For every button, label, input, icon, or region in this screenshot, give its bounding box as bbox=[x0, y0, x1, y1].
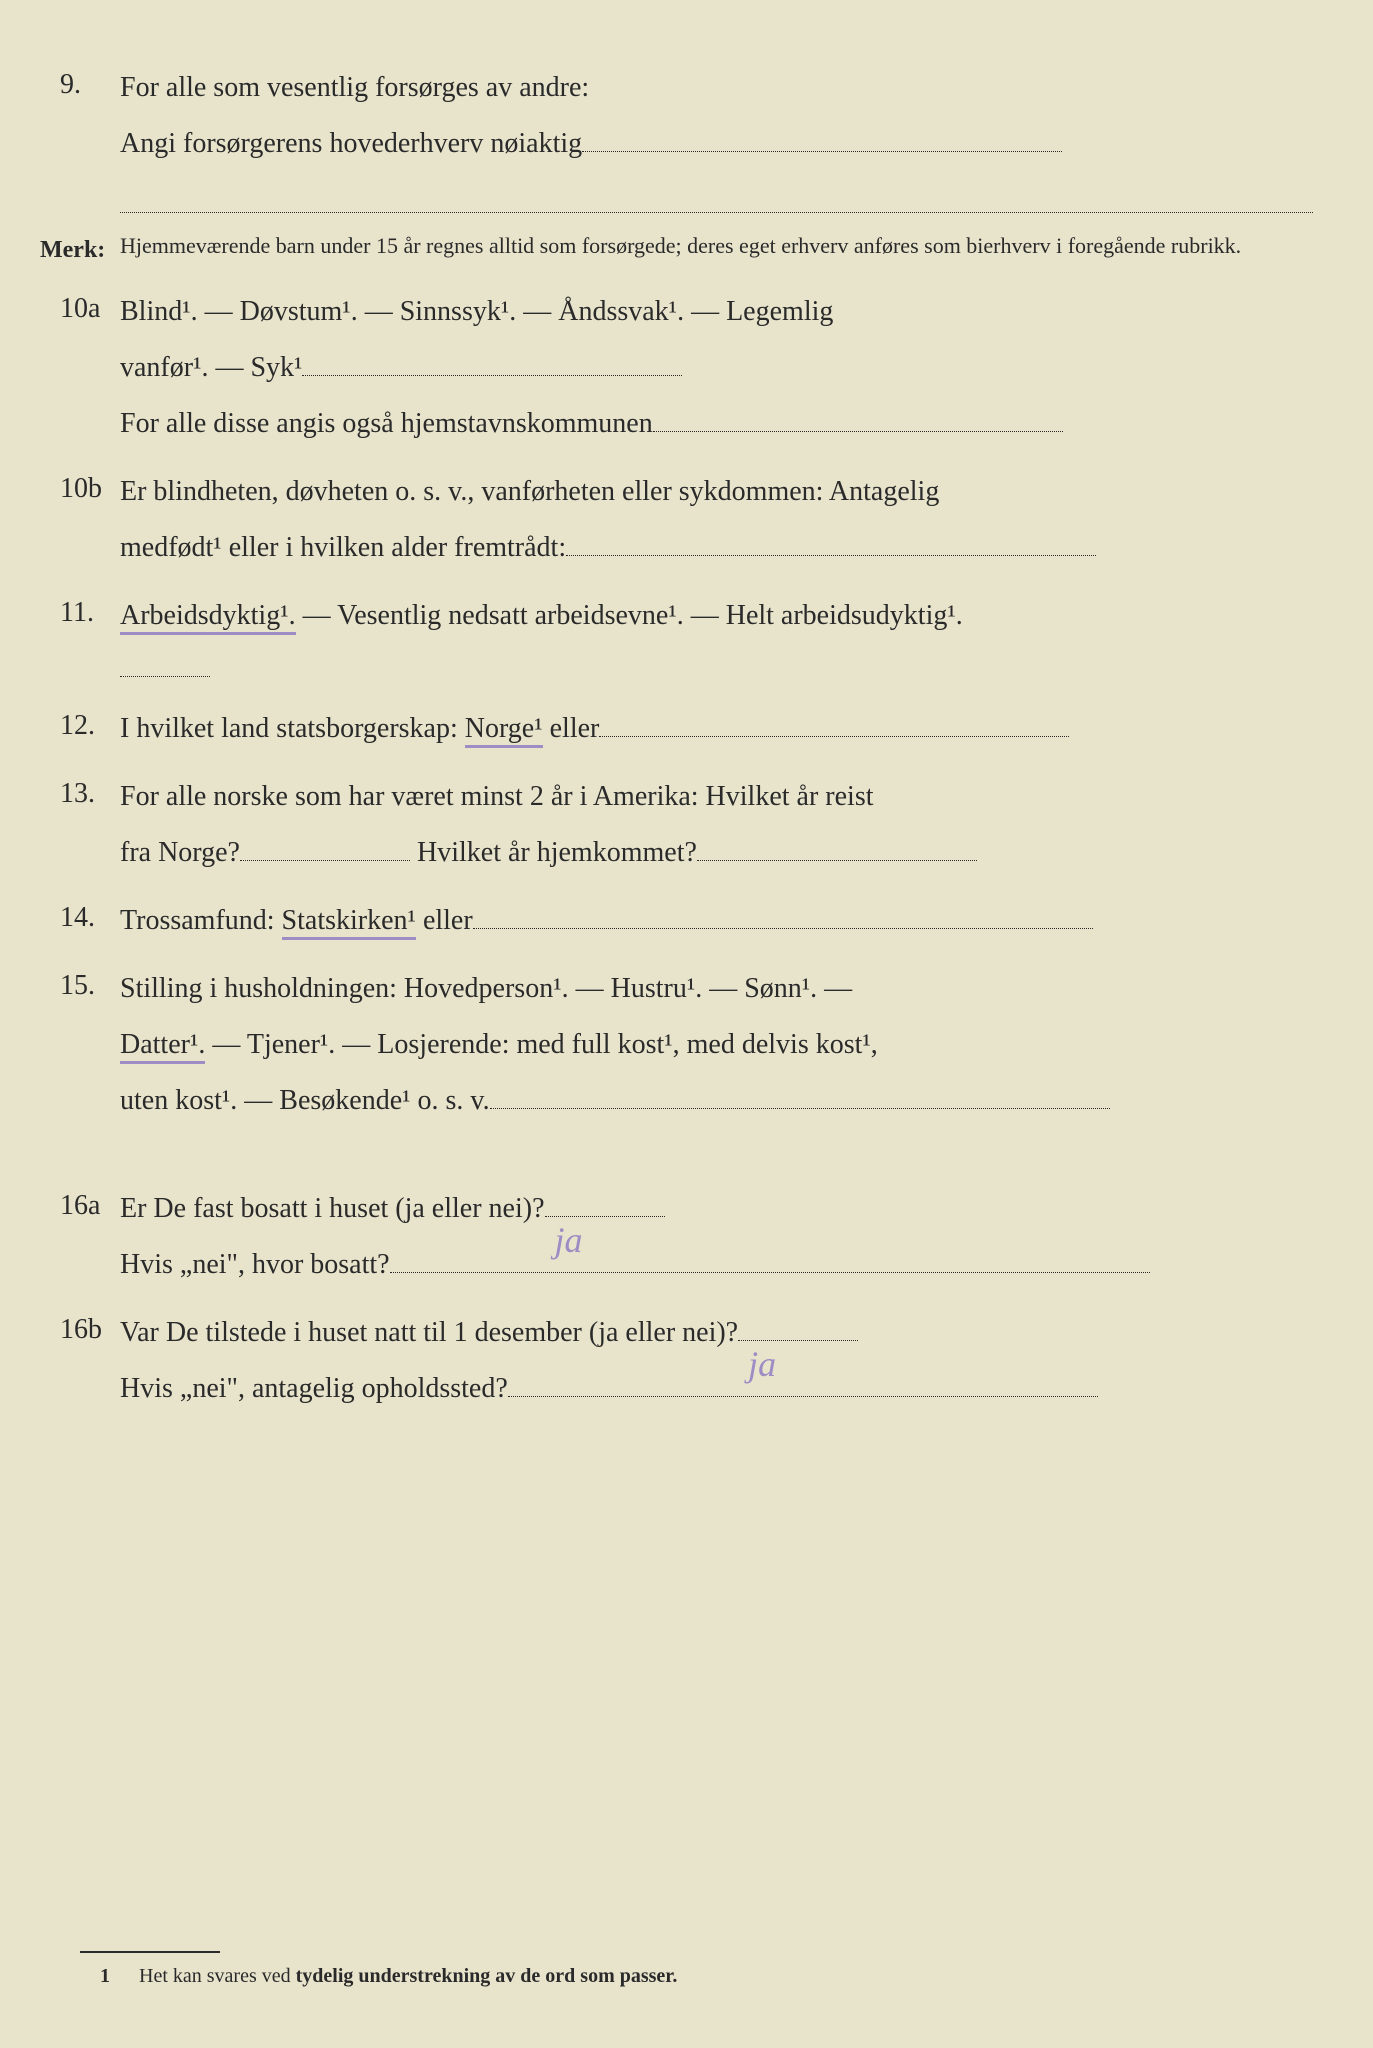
q10b-text1: Er blindheten, døvheten o. s. v., vanfør… bbox=[120, 476, 939, 507]
question-11: 11. Arbeidsdyktig¹. — Vesentlig nedsatt … bbox=[40, 588, 1313, 644]
footnote-number: 1 bbox=[100, 1965, 110, 1987]
q10a-blank2[interactable] bbox=[653, 431, 1063, 432]
q10b-content: Er blindheten, døvheten o. s. v., vanfør… bbox=[120, 464, 1313, 576]
q16b-line2: Hvis „nei", antagelig opholdssted? bbox=[120, 1373, 508, 1404]
q10b-number: 10b bbox=[40, 464, 120, 514]
footnote-text: 1 Het kan svares ved tydelig understrekn… bbox=[100, 1965, 1313, 1988]
q12-selected[interactable]: Norge¹ bbox=[465, 713, 543, 748]
q15-line2: — Tjener¹. — Losjerende: med full kost¹,… bbox=[205, 1029, 877, 1060]
q14-number: 14. bbox=[40, 893, 120, 943]
q10b-text2: medfødt¹ eller i hvilken alder fremtrådt… bbox=[120, 532, 566, 563]
question-13: 13. For alle norske som har været minst … bbox=[40, 769, 1313, 881]
q12-suffix: eller bbox=[543, 713, 600, 744]
q11-number: 11. bbox=[40, 588, 120, 638]
q14-selected[interactable]: Statskirken¹ bbox=[282, 905, 416, 940]
merk-label: Merk: bbox=[40, 229, 120, 272]
q9-line2: Angi forsørgerens hovederhverv nøiaktig bbox=[120, 128, 582, 159]
q10a-text2: vanfør¹. — Syk¹ bbox=[120, 352, 302, 383]
q14-blank[interactable] bbox=[473, 928, 1093, 929]
q13-line2a: fra Norge? bbox=[120, 837, 240, 868]
q13-blank2[interactable] bbox=[697, 860, 977, 861]
q15-blank[interactable] bbox=[490, 1108, 1110, 1109]
question-16a: 16a Er De fast bosatt i huset (ja eller … bbox=[40, 1181, 1313, 1293]
q11-rest: — Vesentlig nedsatt arbeidsevne¹. — Helt… bbox=[296, 600, 963, 631]
q13-line1: For alle norske som har været minst 2 år… bbox=[120, 781, 874, 812]
question-10b: 10b Er blindheten, døvheten o. s. v., va… bbox=[40, 464, 1313, 576]
question-16b: 16b Var De tilstede i huset natt til 1 d… bbox=[40, 1305, 1313, 1417]
question-14: 14. Trossamfund: Statskirken¹ eller bbox=[40, 893, 1313, 949]
q10a-text3: For alle disse angis også hjemstavnskomm… bbox=[120, 408, 653, 439]
q14-prefix: Trossamfund: bbox=[120, 905, 282, 936]
q16b-line1: Var De tilstede i huset natt til 1 desem… bbox=[120, 1317, 738, 1348]
q14-content: Trossamfund: Statskirken¹ eller bbox=[120, 893, 1313, 949]
q11-content: Arbeidsdyktig¹. — Vesentlig nedsatt arbe… bbox=[120, 588, 1313, 644]
q16b-number: 16b bbox=[40, 1305, 120, 1355]
q10a-blank1[interactable] bbox=[302, 375, 682, 376]
q16b-blank2[interactable] bbox=[508, 1396, 1098, 1397]
q16a-line1: Er De fast bosatt i huset (ja eller nei)… bbox=[120, 1193, 545, 1224]
footnote-prefix: Het kan svares ved bbox=[139, 1965, 296, 1987]
question-12: 12. I hvilket land statsborgerskap: Norg… bbox=[40, 701, 1313, 757]
question-9: 9. For alle som vesentlig forsørges av a… bbox=[40, 60, 1313, 172]
q16a-line2: Hvis „nei", hvor bosatt? bbox=[120, 1249, 390, 1280]
q12-prefix: I hvilket land statsborgerskap: bbox=[120, 713, 465, 744]
q9-blank-line[interactable] bbox=[120, 184, 1313, 213]
q16a-blank1[interactable]: ja bbox=[545, 1216, 665, 1217]
q13-content: For alle norske som har været minst 2 år… bbox=[120, 769, 1313, 881]
merk-text: Hjemmeværende barn under 15 år regnes al… bbox=[120, 229, 1313, 262]
q16a-content: Er De fast bosatt i huset (ja eller nei)… bbox=[120, 1181, 1313, 1293]
q10a-content: Blind¹. — Døvstum¹. — Sinnssyk¹. — Åndss… bbox=[120, 284, 1313, 452]
q15-number: 15. bbox=[40, 961, 120, 1011]
q15-line1: Stilling i husholdningen: Hovedperson¹. … bbox=[120, 973, 852, 1004]
q12-content: I hvilket land statsborgerskap: Norge¹ e… bbox=[120, 701, 1313, 757]
q10b-blank[interactable] bbox=[566, 555, 1096, 556]
q15-line3: uten kost¹. — Besøkende¹ o. s. v. bbox=[120, 1085, 490, 1116]
q15-content: Stilling i husholdningen: Hovedperson¹. … bbox=[120, 961, 1313, 1129]
q10a-text1: Blind¹. — Døvstum¹. — Sinnssyk¹. — Åndss… bbox=[120, 296, 833, 327]
q12-number: 12. bbox=[40, 701, 120, 751]
q15-selected[interactable]: Datter¹. bbox=[120, 1029, 205, 1064]
question-10a: 10a Blind¹. — Døvstum¹. — Sinnssyk¹. — Å… bbox=[40, 284, 1313, 452]
q16a-blank2[interactable] bbox=[390, 1272, 1150, 1273]
merk-note: Merk: Hjemmeværende barn under 15 år reg… bbox=[40, 229, 1313, 272]
q9-content: For alle som vesentlig forsørges av andr… bbox=[120, 60, 1313, 172]
q9-line1: For alle som vesentlig forsørges av andr… bbox=[120, 72, 589, 103]
q14-suffix: eller bbox=[416, 905, 473, 936]
divider-line bbox=[120, 676, 210, 677]
q9-number: 9. bbox=[40, 60, 120, 110]
q16a-number: 16a bbox=[40, 1181, 120, 1231]
footnote-area: 1 Het kan svares ved tydelig understrekn… bbox=[40, 1891, 1313, 1988]
q16b-blank1[interactable]: ja bbox=[738, 1340, 858, 1341]
q16b-content: Var De tilstede i huset natt til 1 desem… bbox=[120, 1305, 1313, 1417]
q16b-answer: ja bbox=[748, 1328, 776, 1400]
q13-number: 13. bbox=[40, 769, 120, 819]
q9-blank[interactable] bbox=[582, 151, 1062, 152]
footnote-rule bbox=[80, 1951, 220, 1953]
footnote-bold: tydelig understrekning av de ord som pas… bbox=[296, 1965, 678, 1987]
q10a-number: 10a bbox=[40, 284, 120, 334]
q11-selected[interactable]: Arbeidsdyktig¹. bbox=[120, 600, 296, 635]
q13-line2b: Hvilket år hjemkommet? bbox=[410, 837, 697, 868]
q12-blank[interactable] bbox=[599, 736, 1069, 737]
question-15: 15. Stilling i husholdningen: Hovedperso… bbox=[40, 961, 1313, 1129]
q13-blank1[interactable] bbox=[240, 860, 410, 861]
q16a-answer: ja bbox=[555, 1204, 583, 1276]
